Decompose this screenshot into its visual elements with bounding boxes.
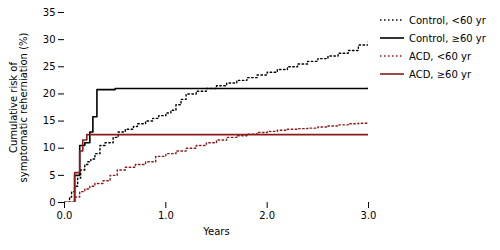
svg-text:Control, ≥60 yr: Control, ≥60 yr: [409, 33, 487, 44]
svg-text:10: 10: [43, 142, 56, 153]
svg-text:Years: Years: [202, 226, 229, 237]
svg-text:2.0: 2.0: [259, 210, 275, 221]
svg-text:20: 20: [43, 88, 56, 99]
svg-text:ACD, <60 yr: ACD, <60 yr: [409, 51, 472, 62]
svg-text:15: 15: [43, 115, 56, 126]
svg-text:Control, <60 yr: Control, <60 yr: [409, 15, 487, 26]
svg-text:1.0: 1.0: [158, 210, 174, 221]
svg-text:0.0: 0.0: [57, 210, 73, 221]
svg-text:ACD, ≥60 yr: ACD, ≥60 yr: [409, 69, 472, 80]
svg-text:Cumulative risk ofsymptomatic: Cumulative risk ofsymptomatic reherniati…: [8, 32, 29, 182]
svg-text:30: 30: [43, 34, 56, 45]
svg-text:0: 0: [49, 197, 55, 208]
svg-text:5: 5: [49, 170, 55, 181]
svg-text:3.0: 3.0: [361, 210, 377, 221]
svg-text:35: 35: [43, 7, 56, 18]
svg-text:25: 25: [43, 61, 56, 72]
